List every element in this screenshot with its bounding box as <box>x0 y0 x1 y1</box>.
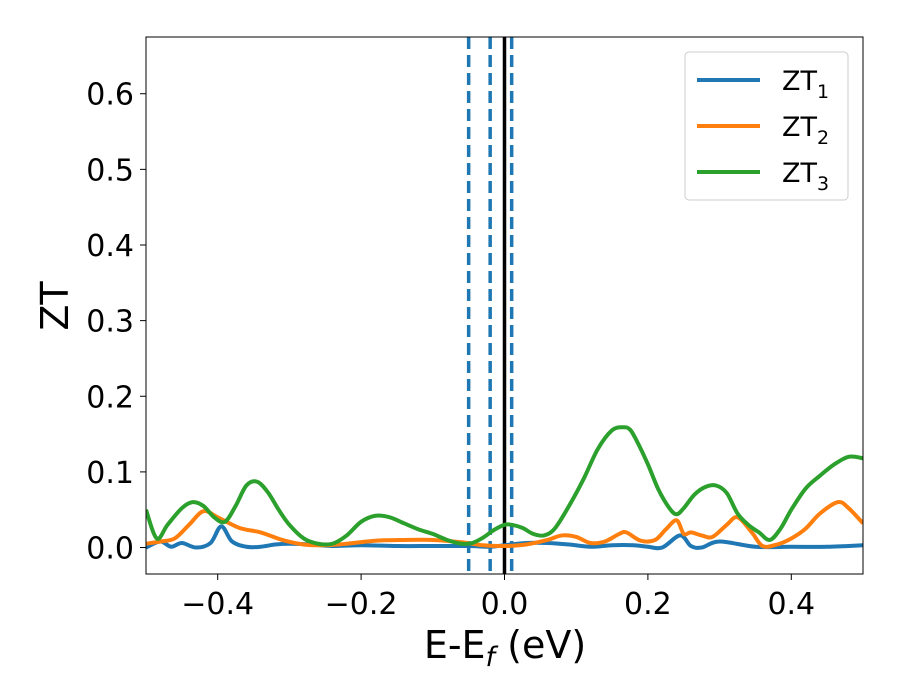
x-tick-label: 0.0 <box>481 587 529 622</box>
y-tick-label: 0.6 <box>86 78 134 113</box>
legend-label-zt1: ZT1 <box>782 66 829 103</box>
legend-box <box>684 51 849 201</box>
reference-lines <box>466 37 514 574</box>
y-tick-label: 0.2 <box>86 380 134 415</box>
x-axis-label: E-Ef (eV) <box>424 623 586 673</box>
series-line-zt2 <box>146 500 863 549</box>
y-axis-label: ZT <box>33 281 77 331</box>
y-tick-label: 0.5 <box>86 153 134 188</box>
legend-label-zt2: ZT2 <box>782 112 829 149</box>
x-tick-label: 0.2 <box>624 587 672 622</box>
y-axis-ticks: 0.0 0.1 0.2 0.3 0.4 0.5 0.6 <box>86 78 146 567</box>
x-tick-label: −0.4 <box>181 587 254 622</box>
legend-label-zt3: ZT3 <box>782 158 829 195</box>
y-tick-label: 0.3 <box>86 305 134 340</box>
legend: ZT1 ZT2 ZT3 <box>684 51 849 201</box>
y-tick-label: 0.4 <box>86 229 134 264</box>
series-lines <box>146 425 863 551</box>
x-axis-label-unit: (eV) <box>495 623 586 667</box>
series-line-zt3 <box>146 425 863 547</box>
x-axis-label-main: E-E <box>424 623 486 667</box>
y-tick-label: 0.0 <box>86 532 134 567</box>
y-tick-label: 0.1 <box>86 456 134 491</box>
x-tick-label: 0.4 <box>767 587 815 622</box>
x-tick-label: −0.2 <box>325 587 398 622</box>
x-axis-ticks: −0.4 −0.2 0.0 0.2 0.4 <box>181 574 815 622</box>
